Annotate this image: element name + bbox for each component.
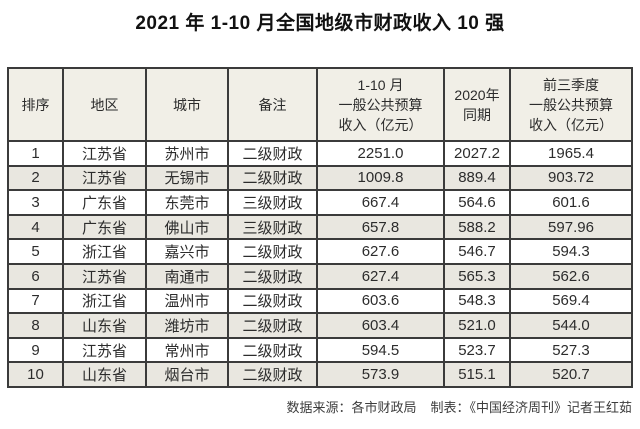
cell-city: 苏州市	[145, 140, 229, 167]
cell-first-three-quarters: 569.4	[509, 287, 633, 315]
cell-same-period-2020: 889.4	[443, 164, 511, 192]
table-body: 1 江苏省 苏州市 二级财政 2251.0 2027.2 1965.4 2 江苏省 无锡市 二级财政…	[7, 140, 633, 388]
cell-first-three-quarters: 594.3	[509, 238, 633, 265]
cell-note: 三级财政	[227, 189, 318, 216]
cell-note: 三级财政	[227, 213, 318, 241]
cell-revenue-jan-oct-2021: 657.8	[316, 213, 445, 241]
table-row: 4 广东省 佛山市 三级财政 657.8 588.2 597.96	[7, 213, 633, 241]
cell-city: 南通市	[145, 262, 229, 290]
column-header-revenue-jan-oct-2021: 1-10 月 一般公共预算 收入（亿元）	[316, 67, 445, 142]
table-row: 5 浙江省 嘉兴市 二级财政 627.6 546.7 594.3	[7, 238, 633, 265]
cell-city: 温州市	[145, 287, 229, 315]
cell-first-three-quarters: 601.6	[509, 189, 633, 216]
cell-note: 二级财政	[227, 262, 318, 290]
cell-province: 山东省	[62, 312, 147, 339]
cell-same-period-2020: 548.3	[443, 287, 511, 315]
cell-note: 二级财政	[227, 287, 318, 315]
cell-revenue-jan-oct-2021: 603.4	[316, 312, 445, 339]
cell-note: 二级财政	[227, 238, 318, 265]
cell-province: 浙江省	[62, 238, 147, 265]
cell-rank: 1	[7, 140, 64, 167]
cell-same-period-2020: 564.6	[443, 189, 511, 216]
cell-same-period-2020: 565.3	[443, 262, 511, 290]
cell-province: 江苏省	[62, 164, 147, 192]
cell-revenue-jan-oct-2021: 594.5	[316, 336, 445, 364]
cell-note: 二级财政	[227, 312, 318, 339]
column-header-note: 备注	[227, 67, 318, 142]
cell-rank: 3	[7, 189, 64, 216]
cell-same-period-2020: 521.0	[443, 312, 511, 339]
column-header-city: 城市	[145, 67, 229, 142]
cell-rank: 6	[7, 262, 64, 290]
cell-same-period-2020: 546.7	[443, 238, 511, 265]
cell-revenue-jan-oct-2021: 573.9	[316, 361, 445, 388]
cell-revenue-jan-oct-2021: 627.6	[316, 238, 445, 265]
cell-city: 佛山市	[145, 213, 229, 241]
cell-province: 江苏省	[62, 262, 147, 290]
column-header-province: 地区	[62, 67, 147, 142]
column-header-rank: 排序	[7, 67, 64, 142]
cell-revenue-jan-oct-2021: 2251.0	[316, 140, 445, 167]
cell-province: 江苏省	[62, 336, 147, 364]
cell-rank: 8	[7, 312, 64, 339]
table-row: 1 江苏省 苏州市 二级财政 2251.0 2027.2 1965.4	[7, 140, 633, 167]
cell-first-three-quarters: 562.6	[509, 262, 633, 290]
table-row: 3 广东省 东莞市 三级财政 667.4 564.6 601.6	[7, 189, 633, 216]
table-row: 9 江苏省 常州市 二级财政 594.5 523.7 527.3	[7, 336, 633, 364]
cell-revenue-jan-oct-2021: 667.4	[316, 189, 445, 216]
credit-note: 制表：《中国经济周刊》记者王红茹	[430, 399, 632, 415]
cell-city: 东莞市	[145, 189, 229, 216]
cell-first-three-quarters: 903.72	[509, 164, 633, 192]
cell-province: 山东省	[62, 361, 147, 388]
column-header-first-three-quarters: 前三季度 一般公共预算 收入（亿元）	[509, 67, 633, 142]
footer: 数据来源：各市财政局 制表：《中国经济周刊》记者王红茹	[8, 397, 632, 416]
cell-province: 江苏省	[62, 140, 147, 167]
cell-note: 二级财政	[227, 140, 318, 167]
cell-same-period-2020: 2027.2	[443, 140, 511, 167]
cell-note: 二级财政	[227, 361, 318, 388]
table-row: 10 山东省 烟台市 二级财政 573.9 515.1 520.7	[7, 361, 633, 388]
cell-city: 无锡市	[145, 164, 229, 192]
cell-revenue-jan-oct-2021: 1009.8	[316, 164, 445, 192]
cell-first-three-quarters: 544.0	[509, 312, 633, 339]
cell-note: 二级财政	[227, 336, 318, 364]
cell-same-period-2020: 515.1	[443, 361, 511, 388]
cell-first-three-quarters: 597.96	[509, 213, 633, 241]
cell-same-period-2020: 523.7	[443, 336, 511, 364]
cell-first-three-quarters: 520.7	[509, 361, 633, 388]
table-row: 6 江苏省 南通市 二级财政 627.4 565.3 562.6	[7, 262, 633, 290]
cell-rank: 4	[7, 213, 64, 241]
cell-first-three-quarters: 527.3	[509, 336, 633, 364]
cell-city: 烟台市	[145, 361, 229, 388]
cell-province: 广东省	[62, 189, 147, 216]
page-title: 2021 年 1-10 月全国地级市财政收入 10 强	[135, 13, 505, 34]
cell-city: 潍坊市	[145, 312, 229, 339]
cell-first-three-quarters: 1965.4	[509, 140, 633, 167]
header-row: 排序 地区 城市 备注 1-10 月 一般公共预算 收入（亿元） 2020年 同期 前三季度…	[7, 67, 633, 142]
cell-province: 浙江省	[62, 287, 147, 315]
cell-revenue-jan-oct-2021: 603.6	[316, 287, 445, 315]
cell-province: 广东省	[62, 213, 147, 241]
column-header-same-period-2020: 2020年 同期	[443, 67, 511, 142]
table-row: 2 江苏省 无锡市 二级财政 1009.8 889.4 903.72	[7, 164, 633, 192]
cell-rank: 10	[7, 361, 64, 388]
cell-rank: 7	[7, 287, 64, 315]
data-source-note: 数据来源：各市财政局	[286, 399, 417, 415]
table-row: 7 浙江省 温州市 二级财政 603.6 548.3 569.4	[7, 287, 633, 315]
cell-revenue-jan-oct-2021: 627.4	[316, 262, 445, 290]
cell-rank: 9	[7, 336, 64, 364]
cell-rank: 2	[7, 164, 64, 192]
cell-city: 常州市	[145, 336, 229, 364]
cell-note: 二级财政	[227, 164, 318, 192]
cell-city: 嘉兴市	[145, 238, 229, 265]
cell-same-period-2020: 588.2	[443, 213, 511, 241]
cell-rank: 5	[7, 238, 64, 265]
table-row: 8 山东省 潍坊市 二级财政 603.4 521.0 544.0	[7, 312, 633, 339]
revenue-table: 排序 地区 城市 备注 1-10 月 一般公共预算 收入（亿元） 2020年 同期 前三季度…	[7, 67, 633, 388]
